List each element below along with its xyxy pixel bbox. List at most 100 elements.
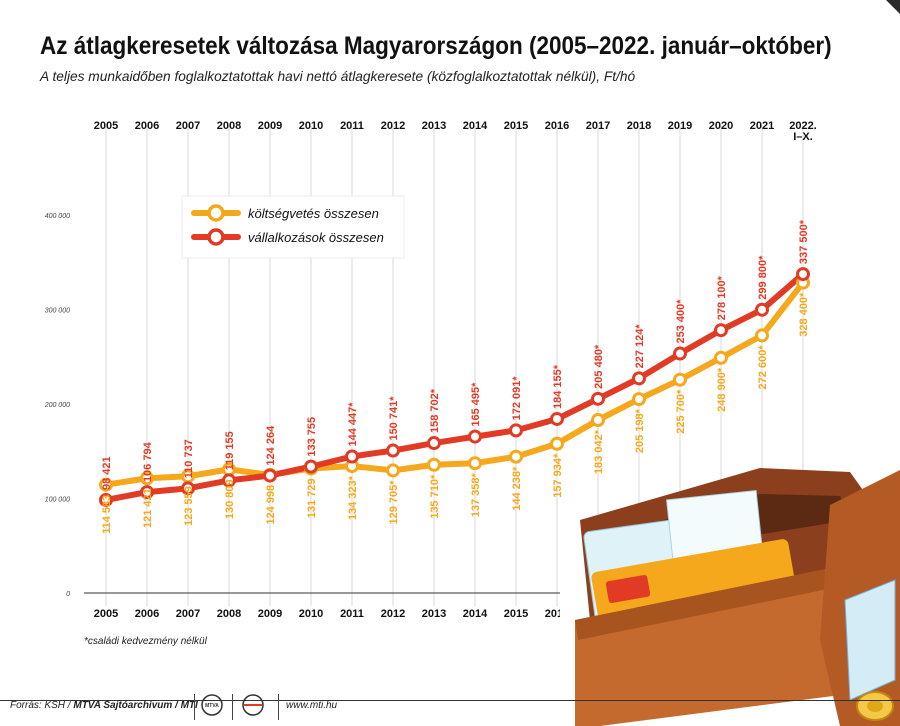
legend-marker [207,228,225,246]
x-tick-label: 2008 [217,608,241,620]
x-tick-label: 2006 [135,120,159,132]
data-point [468,429,482,444]
mti-logo [242,694,264,716]
data-labels: 114 583 121 421 123 559 130 809 124 998 131 7… [101,219,810,534]
data-point [140,471,154,486]
source-agency: MTVA Sajtóarchívum / MTI [73,700,198,711]
data-label: 144 447* [347,402,359,447]
x-tick-label: 2011 [340,120,364,132]
chart-subtitle: A teljes munkaidőben foglalkoztatottak h… [40,68,636,84]
x-tick-label: 2018 [627,120,651,132]
x-tick-label: 2011 [340,608,364,620]
data-point [509,449,523,464]
x-tick-label: 2016 [545,120,569,132]
x-tick-label: 2021 [750,120,774,132]
x-tick-label: 2022. [789,120,817,132]
legend-label: vállalkozások összesen [248,230,384,245]
data-point [386,443,400,458]
data-point [345,449,359,464]
y-axis: 0 100 000 200 000 300 000 400 000 [44,213,70,598]
data-label: 144 238* [511,466,523,511]
data-label: 124 264 [265,425,277,466]
data-point [509,423,523,438]
data-point [222,473,236,488]
data-label: 205 198* [634,408,646,453]
x-tick-label: 2009 [258,120,282,132]
data-label: 299 800* [757,255,769,300]
legend-marker [207,204,225,222]
data-label: 328 400* [798,292,810,337]
x-tick-label: 2013 [422,608,446,620]
data-point [427,436,441,451]
series-lines [99,267,810,507]
data-point [714,323,728,338]
data-point [591,413,605,428]
data-label: 134 323* [347,475,359,520]
data-label: 248 900* [716,367,728,412]
data-point [386,463,400,478]
chart-title: Az átlagkeresetek változása Magyarország… [40,32,832,60]
data-point [796,267,810,282]
website-url: www.mti.hu [286,700,338,711]
y-tick-label: 100 000 [45,497,70,504]
data-label: 133 755 [306,417,318,457]
x-tick-label: 2015 [504,120,528,132]
data-label: 119 155 [224,431,236,470]
footer-separator [194,694,195,720]
data-label: 183 042* [593,429,605,474]
data-label: 135 710* [429,474,441,519]
data-label: 165 495* [470,382,482,427]
x-tick-label: 2007 [176,608,200,620]
y-tick-label: 400 000 [45,213,70,220]
x-axis-top: 2005 2006 2007 2008 2009 2010 2011 2012 2013 2014… [94,120,817,143]
data-label: 205 480* [593,344,605,389]
x-tick-label: 2020 [709,120,733,132]
x-tick-label: 2014 [463,608,488,620]
data-label: 158 702* [429,388,441,433]
data-point [263,468,277,483]
footer-separator [232,694,233,720]
y-tick-label: 200 000 [44,402,70,409]
data-point [304,459,318,474]
data-point [591,391,605,406]
data-label: 272 600* [757,345,769,390]
series-line [103,279,806,488]
y-tick-label: 300 000 [45,308,70,315]
data-label: 227 124* [634,324,646,369]
x-tick-label: 2010 [299,120,323,132]
data-point [468,456,482,471]
data-label: 124 998 [265,485,277,525]
data-point [550,436,564,451]
data-label: 172 091* [511,376,523,421]
x-axis-bottom: 2005 2006 2007 2008 2009 2010 2011 2012 2013 2014… [94,608,569,620]
source-text: Forrás: KSH / MTVA Sajtóarchívum / MTI [10,700,198,711]
data-point [140,485,154,500]
x-tick-label: 2009 [258,608,282,620]
x-tick-label: 2015 [504,608,528,620]
x-tick-label: 2005 [94,120,118,132]
footnote: *családi kedvezmény nélkül [84,636,207,647]
footer-separator [278,694,279,720]
data-point [673,372,687,387]
x-tick-label: 2012 [381,120,405,132]
data-label: 150 741* [388,396,400,441]
data-label: 184 155* [552,364,564,409]
data-label: 157 934* [552,453,564,498]
data-point [427,457,441,472]
data-label: 278 100* [716,275,728,320]
wallet-icon [560,468,900,726]
x-tick-label: 2012 [381,608,405,620]
legend-label: költségvetés összesen [248,206,379,221]
data-label: 137 358* [470,472,482,517]
legend: költségvetés összesen vállalkozások össze… [181,195,405,259]
corner-decoration [886,0,900,14]
data-point [714,350,728,365]
svg-text:MTVA: MTVA [205,703,219,709]
data-label: 123 559 [183,486,195,526]
x-tick-label: 2017 [586,120,610,132]
data-label: 253 400* [675,299,687,344]
data-label: 131 729 [306,479,318,519]
mtva-logo: MTVA [201,694,223,716]
